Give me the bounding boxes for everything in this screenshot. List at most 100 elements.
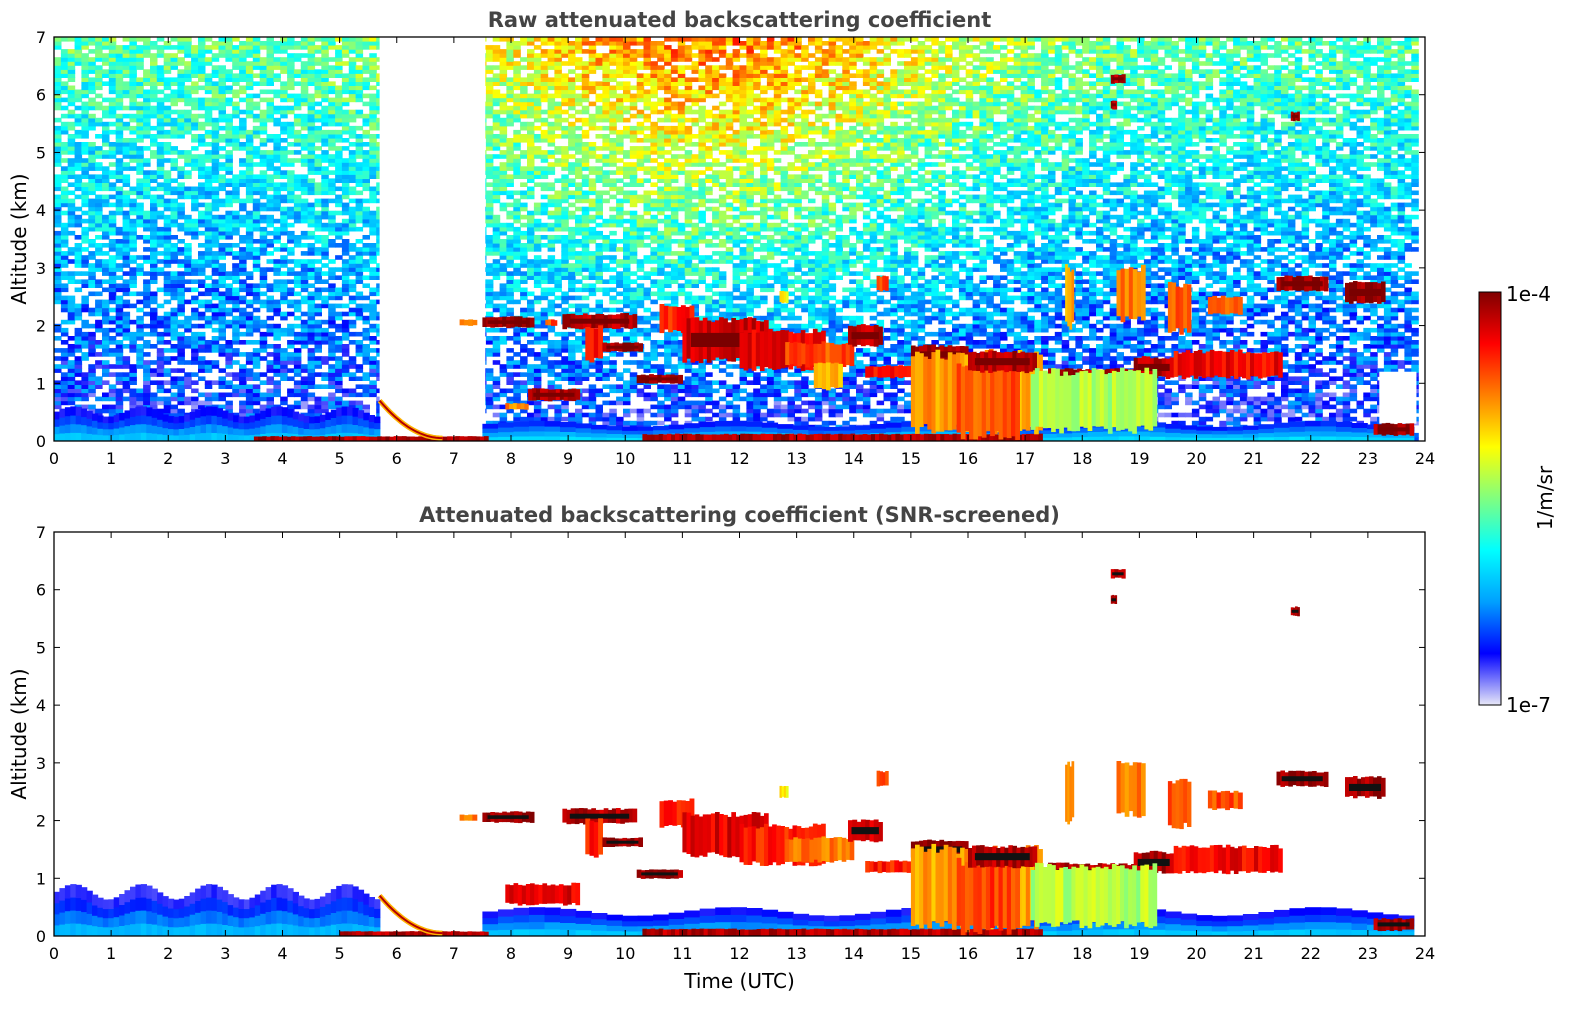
noise-cell [259,129,268,135]
noise-cell [88,271,96,276]
noise-cell [88,291,96,297]
noise-cell [335,194,343,200]
noise-cell [232,77,240,82]
noise-cell [506,251,514,256]
noise-cell [163,327,172,333]
noise-cell [81,194,89,200]
noise-cell [232,53,240,58]
noise-cell [115,134,124,139]
noise-cell [341,41,350,46]
noise-cell [74,384,83,389]
noise-cell [520,57,528,62]
noise-cell [328,178,336,183]
noise-cell [520,150,528,155]
noise-cell [204,77,213,82]
noise-cell [198,214,206,220]
noise-cell [280,65,288,70]
noise-cell [191,235,199,240]
noise-cell [225,182,233,187]
noise-cell [81,356,89,361]
noise-cell [184,109,192,115]
noise-cell [273,134,281,139]
noise-cell [81,158,89,163]
noise-cell [150,271,158,276]
noise-cell [307,299,316,305]
noise-cell [74,134,83,139]
noise-cell [293,279,302,284]
noise-cell [252,295,261,301]
noise-cell [95,291,103,297]
noise-cell [492,186,501,192]
noise-cell [520,291,528,297]
noise-cell [362,315,370,321]
noise-cell [163,230,172,236]
noise-cell [115,243,124,248]
noise-cell [300,186,309,192]
noise-cell [88,105,96,111]
noise-cell [485,146,494,151]
noise-cell [67,360,76,365]
noise-cell [102,251,110,256]
noise-cell [232,73,240,78]
noise-cell [362,113,370,119]
noise-cell [129,81,137,86]
noise-cell [287,45,295,50]
noise-cell [163,186,172,192]
noise-cell [245,186,254,192]
noise-cell [191,158,199,163]
noise-cell [314,37,322,42]
noise-cell [506,356,514,361]
noise-cell [129,138,137,143]
noise-cell [513,129,521,135]
noise-cell [136,182,144,187]
noise-cell [136,154,144,159]
noise-cell [513,230,521,236]
noise-cell [369,77,377,82]
noise-cell [245,174,254,179]
noise-cell [506,336,514,341]
noise-cell [67,202,76,208]
noise-cell [136,61,144,66]
noise-cell [74,327,83,333]
noise-cell [129,57,137,62]
noise-cell [115,307,124,313]
noise-cell [115,404,124,410]
noise-cell [259,142,268,147]
noise-cell [129,392,137,398]
noise-cell [362,275,370,280]
noise-cell [136,81,144,86]
noise-cell [60,348,69,353]
noise-cell [252,101,261,107]
noise-cell [239,170,247,175]
noise-cell [321,105,329,111]
noise-cell [321,41,329,46]
noise-cell [335,380,343,385]
noise-cell [259,356,268,361]
noise-cell [328,214,336,220]
noise-cell [74,129,83,135]
noise-cell [485,311,494,317]
noise-cell [485,388,494,394]
noise-cell [232,323,240,329]
noise-cell [259,41,268,46]
noise-cell [485,174,494,179]
noise-cell [341,267,350,272]
noise-cell [355,267,364,272]
noise-cell [60,113,69,119]
noise-cell [163,311,172,317]
noise-cell [259,235,268,240]
noise-cell [252,283,261,288]
noise-cell [513,97,521,103]
noise-cell [300,146,309,151]
noise-cell [341,61,350,66]
noise-cell [218,53,226,58]
noise-cell [335,255,343,260]
noise-cell [198,222,206,228]
noise-cell [300,182,309,187]
noise-cell [506,259,514,264]
noise-cell [67,218,76,224]
noise-cell [485,376,494,381]
noise-cell [506,235,514,240]
noise-cell [74,154,83,159]
noise-cell [348,319,357,325]
